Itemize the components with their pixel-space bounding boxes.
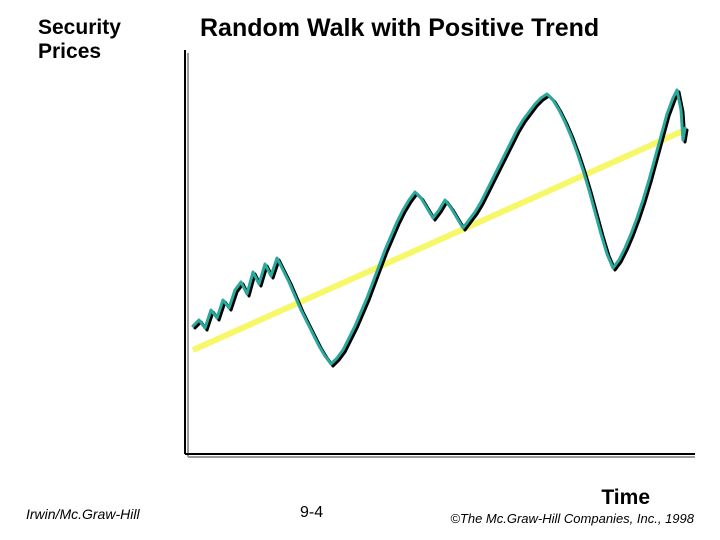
footer-publisher: Irwin/Mc.Graw-Hill	[26, 506, 140, 522]
x-axis-label: Time	[601, 486, 650, 510]
random-walk-chart	[175, 50, 695, 470]
y-axis-label-line2: Prices	[38, 40, 101, 63]
slide-number: 9-4	[300, 504, 323, 522]
footer-copyright: ©The Mc.Graw-Hill Companies, Inc., 1998	[450, 511, 694, 526]
chart-title: Random Walk with Positive Trend	[200, 14, 599, 43]
y-axis-label-line1: Security	[38, 16, 121, 39]
y-axis-label: Security Prices	[38, 16, 121, 64]
